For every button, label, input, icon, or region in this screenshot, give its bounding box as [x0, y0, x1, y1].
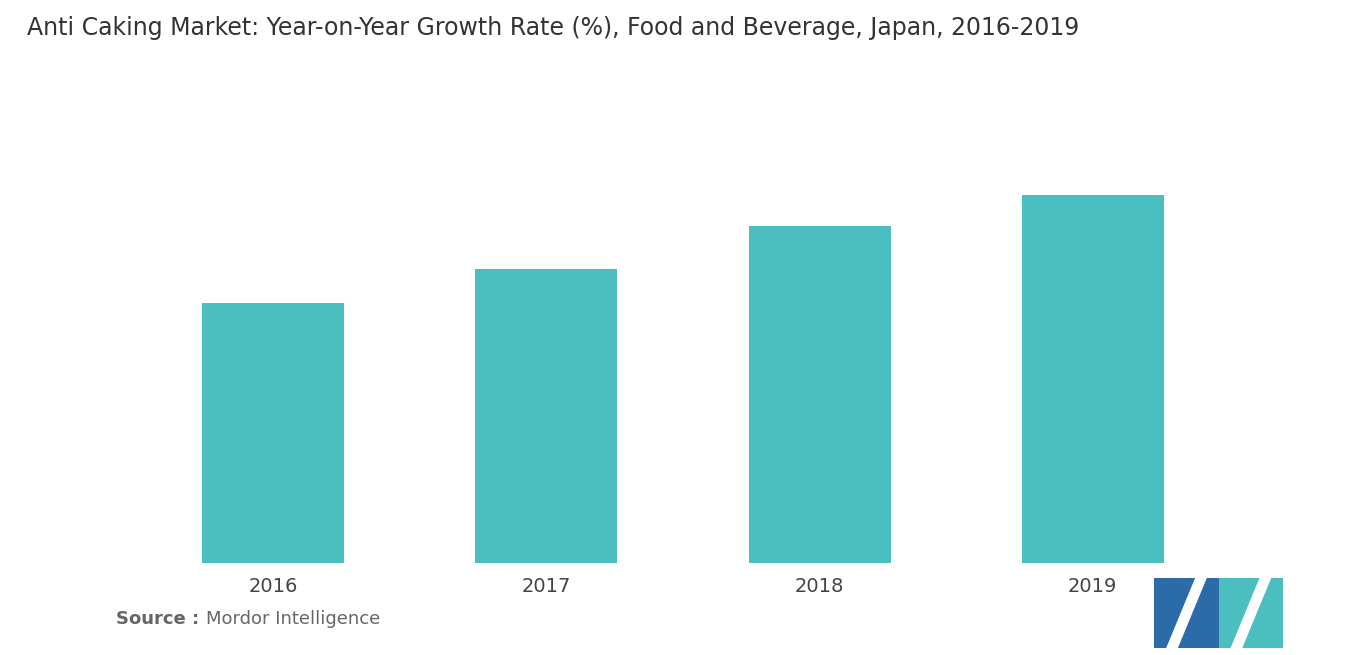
- Bar: [1022, 195, 1164, 563]
- Text: Source :: Source :: [116, 610, 199, 628]
- Bar: [749, 226, 891, 563]
- Bar: [475, 269, 617, 563]
- Text: Anti Caking Market: Year-on-Year Growth Rate (%), Food and Beverage, Japan, 2016: Anti Caking Market: Year-on-Year Growth …: [27, 16, 1079, 41]
- Bar: [202, 303, 344, 563]
- Text: Mordor Intelligence: Mordor Intelligence: [206, 610, 381, 628]
